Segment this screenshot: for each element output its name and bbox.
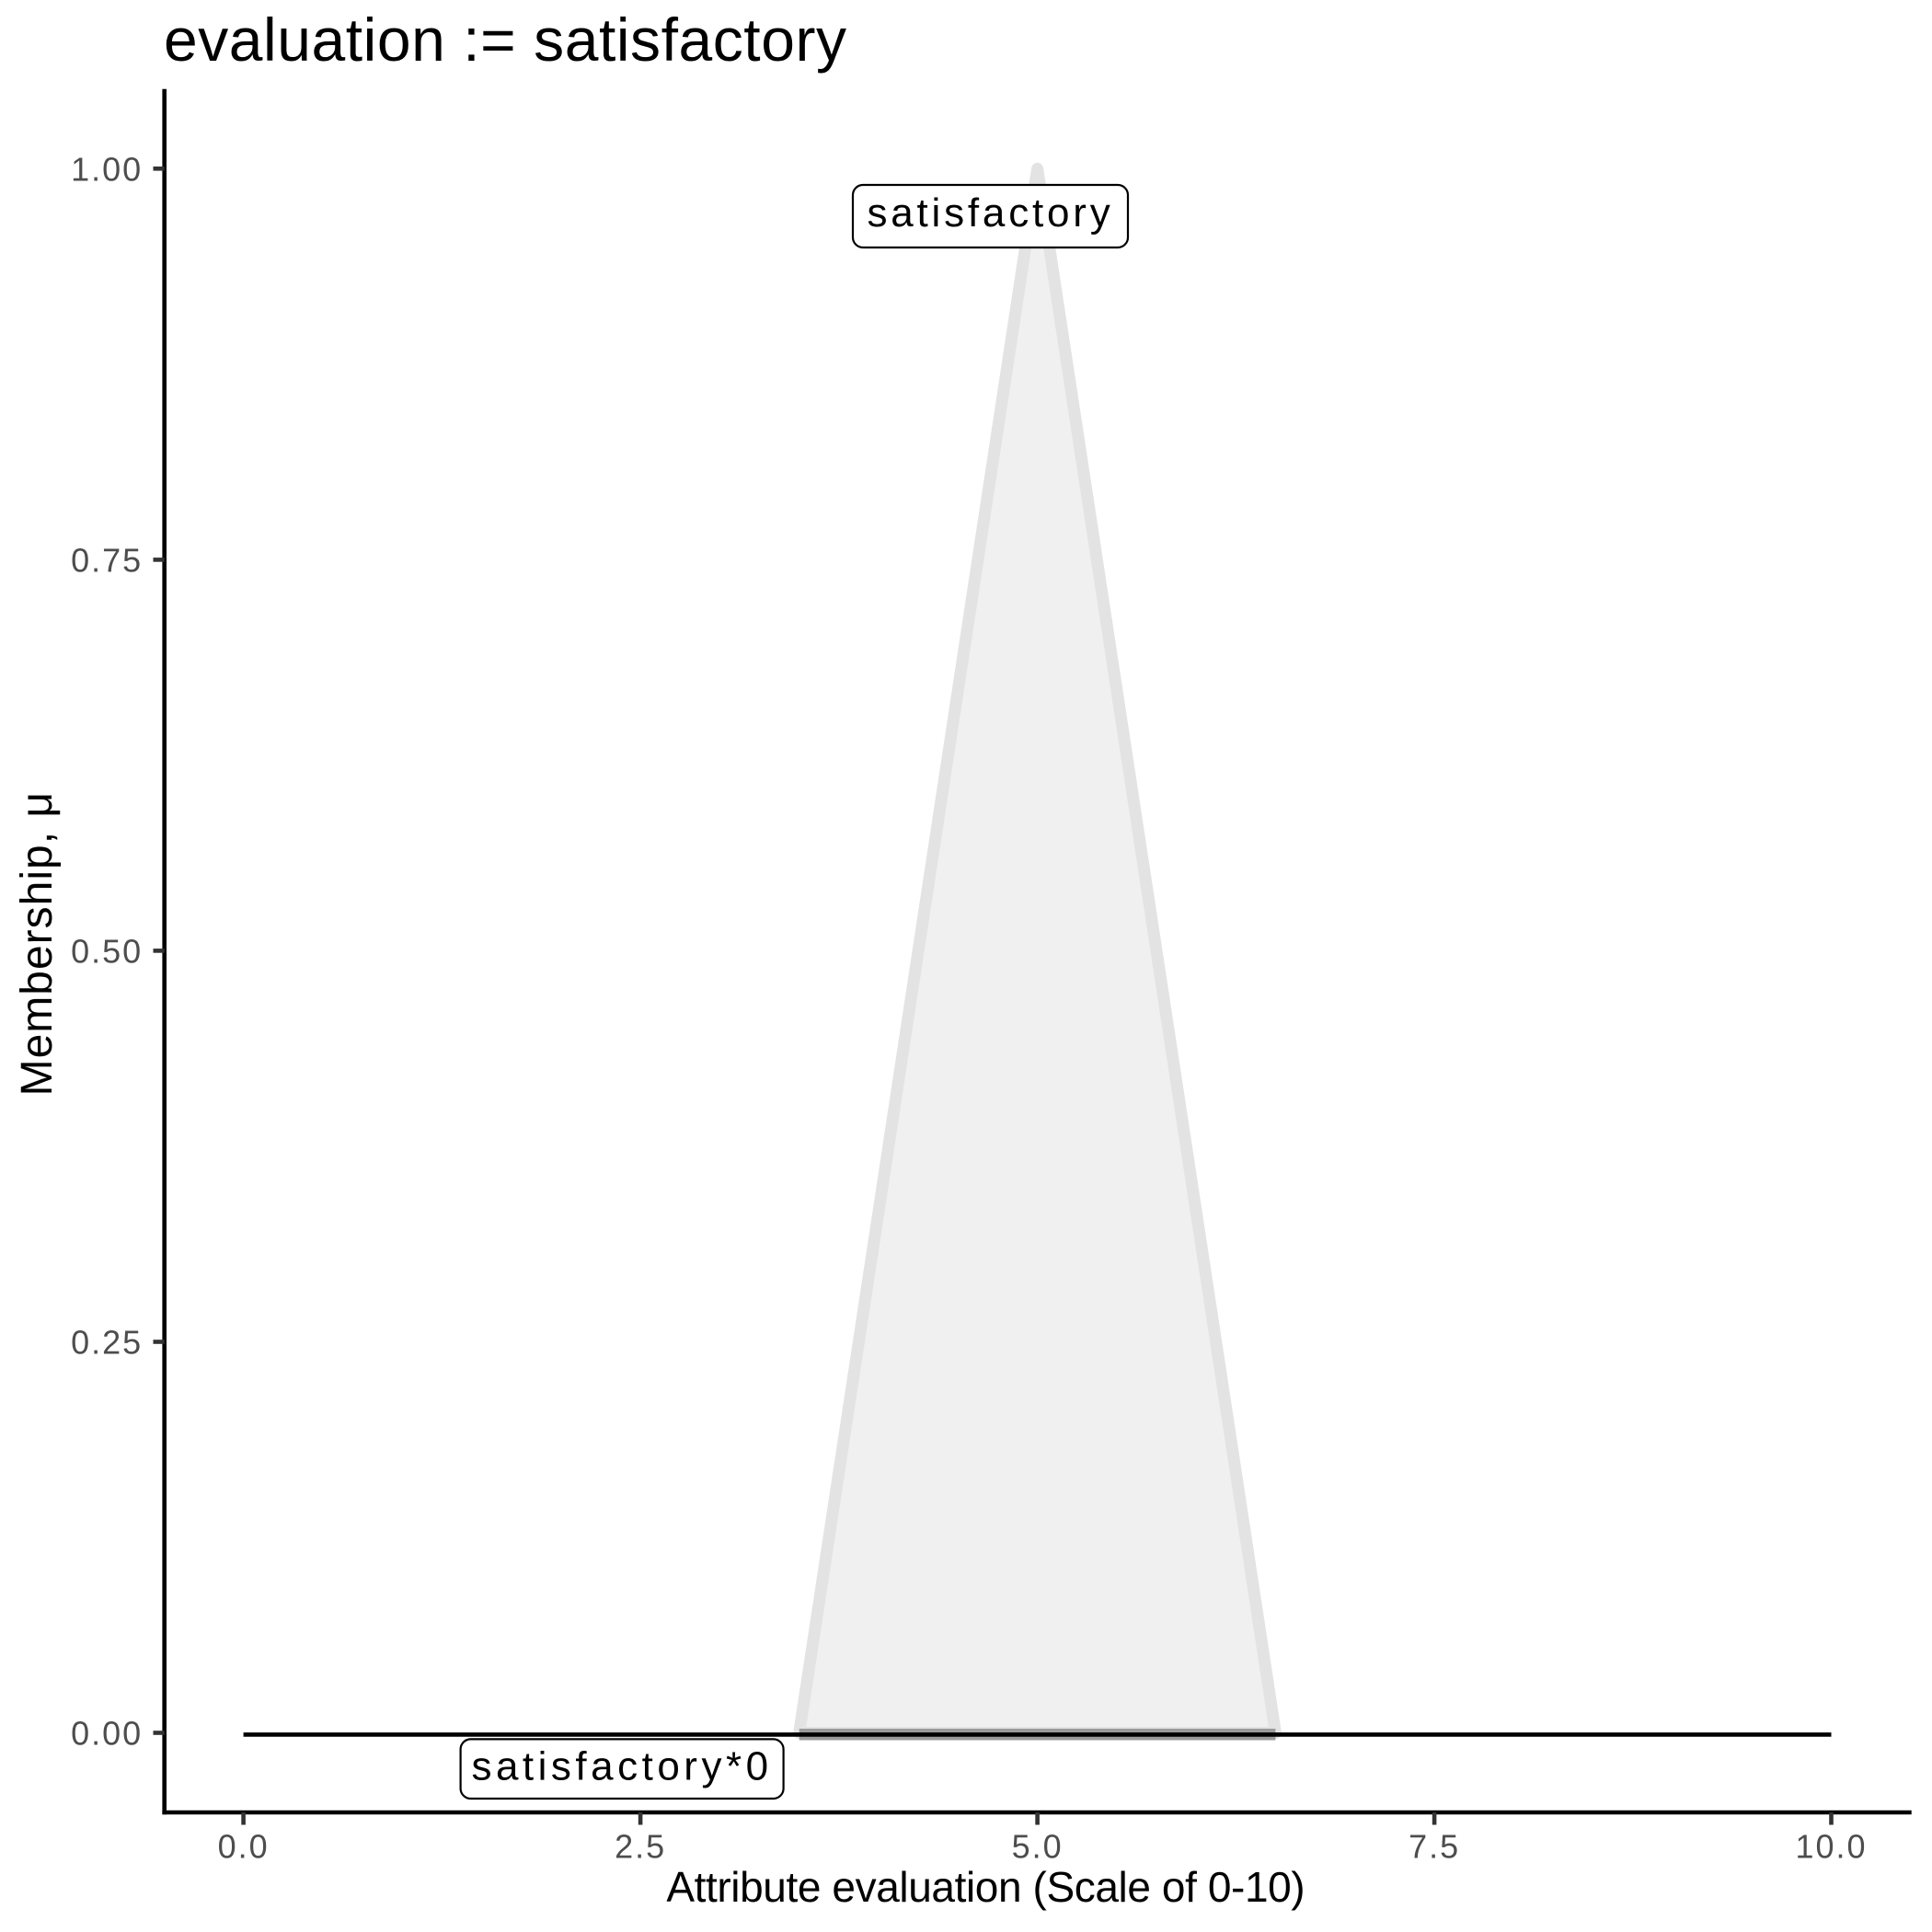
- svg-text:satisfactory*0: satisfactory*0: [471, 1743, 772, 1788]
- svg-text:evaluation := satisfactory: evaluation := satisfactory: [164, 6, 847, 74]
- svg-text:5.0: 5.0: [1012, 1828, 1064, 1866]
- svg-text:0.50: 0.50: [71, 933, 143, 971]
- svg-text:Attribute evaluation (Scale of: Attribute evaluation (Scale of 0-10): [666, 1863, 1305, 1911]
- svg-text:0.75: 0.75: [71, 542, 143, 580]
- svg-text:0.00: 0.00: [71, 1715, 143, 1753]
- svg-text:0.25: 0.25: [71, 1324, 143, 1362]
- svg-text:1.00: 1.00: [71, 150, 143, 188]
- svg-text:10.0: 10.0: [1795, 1828, 1867, 1866]
- svg-text:2.5: 2.5: [615, 1828, 666, 1866]
- svg-text:7.5: 7.5: [1409, 1828, 1460, 1866]
- svg-text:satisfactory: satisfactory: [867, 190, 1113, 236]
- svg-text:0.0: 0.0: [218, 1828, 270, 1866]
- svg-text:Membership, μ: Membership, μ: [13, 791, 62, 1096]
